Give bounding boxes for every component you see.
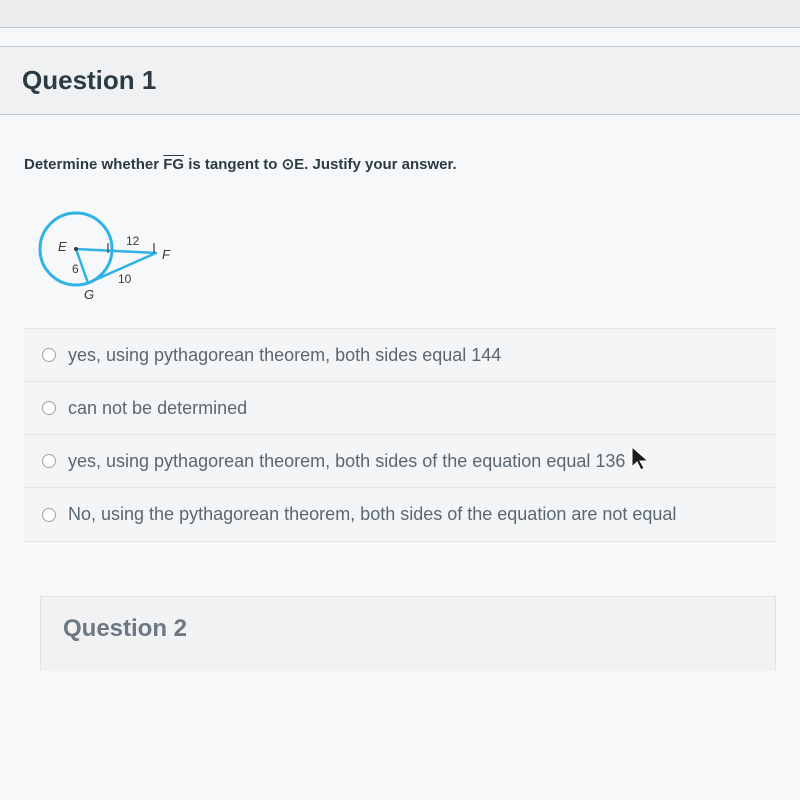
svg-text:12: 12 [126,234,140,248]
circle-e-symbol: ⊙E [282,156,305,173]
answer-list: yes, using pythagorean theorem, both sid… [24,328,776,542]
svg-text:10: 10 [118,272,132,286]
next-question-title: Question 2 [63,615,753,643]
answer-option[interactable]: yes, using pythagorean theorem, both sid… [24,328,776,382]
radio-icon [42,401,56,415]
prompt-pre: Determine whether [24,156,163,173]
svg-text:G: G [84,287,94,302]
radio-icon [42,454,56,468]
question-body: Determine whether FG is tangent to ⊙E. J… [0,115,800,560]
answer-text: yes, using pythagorean theorem, both sid… [68,449,625,473]
prompt-post: . Justify your answer. [304,156,457,173]
radio-icon [42,348,56,362]
segment-fg: FG [163,156,184,173]
answer-text: can not be determined [68,396,247,420]
question-title: Question 1 [22,65,778,96]
answer-option[interactable]: yes, using pythagorean theorem, both sid… [24,435,776,488]
svg-text:6: 6 [72,262,79,276]
svg-text:E: E [58,239,67,254]
window-top-bar [0,0,800,28]
question-prompt: Determine whether FG is tangent to ⊙E. J… [24,155,776,175]
geometry-diagram: E F G 12 6 10 [28,203,776,318]
radio-icon [42,508,56,522]
question-header: Question 1 [0,46,800,115]
answer-option[interactable]: No, using the pythagorean theorem, both … [24,488,776,541]
answer-text: No, using the pythagorean theorem, both … [68,502,676,526]
svg-text:F: F [162,247,171,262]
answer-option[interactable]: can not be determined [24,382,776,435]
diagram-svg: E F G 12 6 10 [28,203,198,313]
prompt-mid: is tangent to [184,156,282,173]
next-question-header: Question 2 [40,596,776,671]
answer-text: yes, using pythagorean theorem, both sid… [68,343,501,367]
